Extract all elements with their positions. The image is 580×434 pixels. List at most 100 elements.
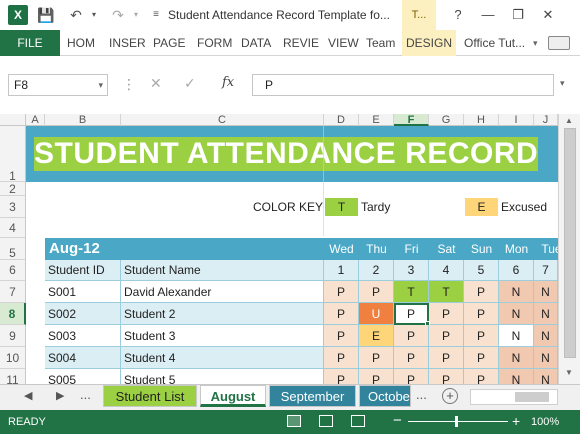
add-sheet-button[interactable]: +	[442, 388, 458, 404]
attendance-cell[interactable]: P	[394, 347, 429, 369]
page-break-preview-icon[interactable]	[351, 415, 365, 427]
row-header-3[interactable]: 3	[0, 196, 26, 218]
attendance-cell[interactable]: N	[534, 325, 558, 347]
page-layout-view-icon[interactable]	[319, 415, 333, 427]
attendance-cell[interactable]: P	[464, 281, 499, 303]
attendance-cell[interactable]: N	[534, 281, 558, 303]
formula-bar-grip-icon[interactable]: ⋮	[122, 76, 136, 92]
help-button[interactable]: ?	[454, 7, 462, 22]
attendance-cell[interactable]: N	[499, 369, 534, 384]
day-number[interactable]: 6	[499, 260, 534, 281]
attendance-cell[interactable]: P	[394, 369, 429, 384]
minimize-button[interactable]: —	[481, 7, 495, 22]
attendance-cell[interactable]: P	[324, 281, 359, 303]
attendance-cell[interactable]: P	[324, 303, 359, 325]
restore-button[interactable]: ❐	[512, 7, 524, 22]
tab-page-layout[interactable]: PAGE	[153, 36, 186, 50]
row-header-10[interactable]: 10	[0, 347, 26, 369]
attendance-cell[interactable]: N	[499, 347, 534, 369]
student-id-cell[interactable]: S002	[45, 303, 121, 325]
student-name-header[interactable]: Student Name	[121, 260, 324, 281]
attendance-cell[interactable]: P	[324, 369, 359, 384]
sheet-tab-august[interactable]: August	[200, 385, 266, 407]
attendance-cell[interactable]: T	[394, 281, 429, 303]
day-number[interactable]: 7	[534, 260, 558, 281]
attendance-cell[interactable]: N	[534, 303, 558, 325]
formula-input[interactable]: P	[252, 74, 554, 96]
attendance-cell[interactable]: N	[499, 303, 534, 325]
day-number[interactable]: 4	[429, 260, 464, 281]
attendance-cell[interactable]: P	[429, 325, 464, 347]
scroll-down-icon[interactable]: ▼	[565, 368, 573, 377]
redo-icon[interactable]: ↷	[112, 7, 124, 23]
attendance-cell[interactable]: P	[324, 325, 359, 347]
attendance-cell[interactable]: E	[359, 325, 394, 347]
confirm-entry-icon[interactable]: ✓	[184, 75, 196, 91]
name-box[interactable]: F8 ▾	[8, 74, 108, 96]
attendance-cell[interactable]: P	[359, 369, 394, 384]
row-header-5[interactable]: 5	[0, 238, 26, 260]
close-button[interactable]: ✕	[542, 7, 554, 22]
attendance-cell[interactable]: N	[499, 281, 534, 303]
attendance-cell[interactable]: P	[429, 369, 464, 384]
save-icon[interactable]: 💾	[37, 7, 55, 23]
attendance-cell[interactable]: P	[464, 369, 499, 384]
normal-view-icon[interactable]	[287, 415, 301, 427]
tab-home[interactable]: HOM	[67, 36, 95, 50]
attendance-cell[interactable]: N	[534, 347, 558, 369]
day-number[interactable]: 2	[359, 260, 394, 281]
previous-sheet-icon[interactable]: ◀	[24, 390, 33, 402]
row-header-11[interactable]: 11	[0, 369, 26, 384]
student-name-cell[interactable]: David Alexander	[121, 281, 324, 303]
row-header-8[interactable]: 8	[0, 303, 26, 325]
month-label[interactable]: Aug-12	[49, 240, 100, 257]
row-header-7[interactable]: 7	[0, 281, 26, 303]
scroll-up-icon[interactable]: ▲	[565, 116, 573, 125]
tab-team[interactable]: Team	[366, 36, 396, 50]
vertical-scroll-thumb[interactable]	[564, 128, 576, 358]
zoom-in-icon[interactable]: +	[512, 413, 521, 429]
day-number[interactable]: 3	[394, 260, 429, 281]
row-header-2[interactable]: 2	[0, 182, 26, 196]
sheet-tab-student-list[interactable]: Student List	[103, 385, 197, 407]
attendance-cell[interactable]: P	[464, 303, 499, 325]
file-tab[interactable]: FILE	[0, 30, 60, 56]
account-dropdown-icon[interactable]: ▾	[533, 38, 538, 48]
select-all-corner[interactable]	[0, 114, 26, 126]
more-sheets-left[interactable]: ...	[80, 387, 91, 402]
undo-dropdown-icon[interactable]: ▾	[91, 10, 96, 19]
undo-icon[interactable]: ↶	[70, 7, 82, 23]
tab-insert[interactable]: INSER	[109, 36, 146, 50]
active-cell[interactable]: P	[394, 303, 429, 325]
student-name-cell[interactable]: Student 3	[121, 325, 324, 347]
attendance-cell[interactable]: P	[464, 325, 499, 347]
expand-formula-bar-icon[interactable]: ▾	[560, 78, 565, 88]
attendance-cell[interactable]: P	[429, 347, 464, 369]
tab-view[interactable]: VIEW	[328, 36, 359, 50]
attendance-cell[interactable]: U	[359, 303, 394, 325]
horizontal-scroll-thumb[interactable]	[515, 392, 549, 402]
horizontal-scrollbar[interactable]	[470, 389, 558, 405]
vertical-scrollbar[interactable]: ▲ ▼	[558, 114, 580, 384]
column-header-f[interactable]: F	[394, 114, 429, 126]
column-header-i[interactable]: I	[499, 114, 534, 126]
student-name-cell[interactable]: Student 2	[121, 303, 324, 325]
column-header-h[interactable]: H	[464, 114, 499, 126]
column-header-d[interactable]: D	[324, 114, 359, 126]
next-sheet-icon[interactable]: ▶	[56, 390, 65, 402]
zoom-slider[interactable]	[408, 421, 508, 422]
attendance-cell[interactable]: P	[324, 347, 359, 369]
account-name[interactable]: Office Tut...	[464, 36, 526, 50]
column-header-b[interactable]: B	[45, 114, 121, 126]
column-header-e[interactable]: E	[359, 114, 394, 126]
tab-review[interactable]: REVIE	[283, 36, 320, 50]
excel-app-icon[interactable]: X	[8, 5, 28, 25]
zoom-level[interactable]: 100%	[531, 416, 560, 428]
tab-design[interactable]: DESIGN	[402, 30, 457, 56]
insert-function-icon[interactable]: fx	[222, 75, 235, 90]
worksheet-grid[interactable]: A B C D E F G H I J 1 2 3 4 5 6 7 8 9 10…	[0, 114, 580, 384]
attendance-cell[interactable]: N	[534, 369, 558, 384]
attendance-cell[interactable]: T	[429, 281, 464, 303]
column-header-j[interactable]: J	[534, 114, 558, 126]
customize-toolbar-icon[interactable]: ≡	[153, 9, 159, 20]
